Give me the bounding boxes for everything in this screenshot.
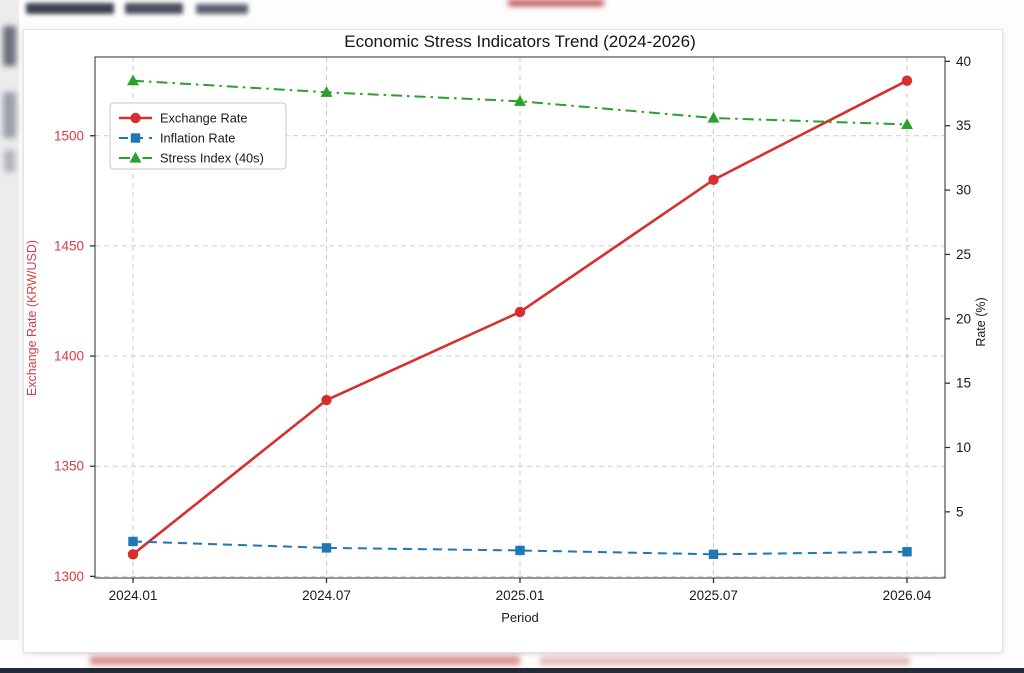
axes bbox=[90, 56, 950, 583]
blurred-text-redaction bbox=[125, 3, 183, 14]
y-tick-label-right: 5 bbox=[956, 504, 964, 519]
y-tick-label-left: 1450 bbox=[54, 238, 84, 253]
blurred-text-redaction bbox=[540, 657, 910, 665]
data-point-marker bbox=[320, 86, 333, 97]
y-tick-label-right: 20 bbox=[956, 311, 971, 326]
page-left-gutter bbox=[0, 0, 19, 640]
y-tick-label-left: 1500 bbox=[54, 128, 84, 143]
x-axis-label: Period bbox=[501, 610, 539, 625]
y-tick-label-left: 1400 bbox=[54, 349, 84, 364]
series-line bbox=[132, 540, 908, 556]
legend-box bbox=[109, 102, 287, 170]
page-bottom-bar bbox=[0, 668, 1024, 673]
x-tick-label: 2024.01 bbox=[109, 588, 158, 603]
y-tick-label-right: 15 bbox=[956, 376, 971, 391]
data-point-marker bbox=[901, 118, 913, 130]
legend-item-label: Stress Index (40s) bbox=[160, 151, 264, 166]
blurred-text-redaction bbox=[508, 0, 604, 6]
blurred-text-redaction bbox=[4, 150, 15, 172]
tick-labels: 1300 1350 1400 1450 1500 5 10 15 20 25 30 35 40 2024.… bbox=[54, 54, 971, 603]
data-point-marker bbox=[514, 95, 526, 106]
data-point-marker bbox=[129, 151, 142, 163]
x-tick-label: 2025.01 bbox=[496, 588, 545, 603]
x-tick-label: 2025.07 bbox=[689, 588, 738, 603]
blurred-text-redaction bbox=[196, 4, 248, 14]
y-tick-label-right: 35 bbox=[956, 118, 971, 133]
x-tick-label: 2024.07 bbox=[302, 588, 351, 603]
data-point-marker bbox=[708, 174, 719, 186]
series-inflation-rate bbox=[128, 536, 912, 560]
data-point-marker bbox=[901, 75, 913, 86]
y-axis-label-right: Rate (%) bbox=[974, 297, 988, 346]
data-point-marker bbox=[128, 536, 138, 547]
data-point-marker bbox=[707, 111, 720, 123]
data-point-marker bbox=[130, 112, 141, 124]
blurred-text-redaction bbox=[26, 3, 114, 14]
series-stress-index-40s bbox=[127, 74, 913, 130]
y-tick-label-right: 10 bbox=[956, 440, 971, 455]
legend: Exchange Rate Inflation Rate Stress Index … bbox=[109, 102, 287, 170]
data-point-marker bbox=[127, 74, 139, 86]
y-tick-label-left: 1350 bbox=[54, 459, 84, 474]
blurred-text-redaction bbox=[90, 656, 520, 665]
data-series bbox=[127, 74, 913, 560]
chart-title: Economic Stress Indicators Trend (2024-2… bbox=[344, 32, 696, 51]
data-point-marker bbox=[130, 133, 141, 143]
legend-item-label: Inflation Rate bbox=[160, 131, 235, 146]
y-tick-label-right: 40 bbox=[956, 54, 971, 69]
grid-lines bbox=[95, 57, 945, 578]
data-point-marker bbox=[515, 545, 525, 556]
data-point-marker bbox=[321, 394, 332, 406]
blurred-text-redaction bbox=[3, 92, 16, 138]
data-point-marker bbox=[321, 543, 332, 553]
x-tick-label: 2026.04 bbox=[883, 588, 932, 603]
series-exchange-rate bbox=[127, 75, 913, 560]
data-point-marker bbox=[708, 549, 719, 560]
y-tick-label-right: 25 bbox=[956, 247, 971, 262]
y-tick-label-left: 1300 bbox=[54, 569, 84, 584]
legend-item-label: Exchange Rate bbox=[160, 111, 248, 126]
y-axis-label-left: Exchange Rate (KRW/USD) bbox=[25, 240, 39, 396]
data-point-marker bbox=[127, 549, 139, 560]
data-point-marker bbox=[514, 306, 526, 318]
blurred-text-redaction bbox=[3, 26, 16, 66]
chart-figure: 1300 1350 1400 1450 1500 5 10 15 20 25 30 35 40 2024.… bbox=[24, 30, 1002, 652]
plot-canvas: 1300 1350 1400 1450 1500 5 10 15 20 25 30 35 40 2024.… bbox=[25, 32, 988, 625]
data-point-marker bbox=[902, 547, 912, 557]
y-tick-label-right: 30 bbox=[956, 183, 971, 198]
